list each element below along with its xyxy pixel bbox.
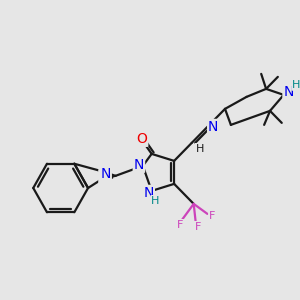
Text: S: S	[99, 170, 108, 184]
Text: N: N	[284, 85, 294, 99]
Text: N: N	[143, 186, 154, 200]
Text: H: H	[195, 144, 204, 154]
Text: N: N	[134, 158, 144, 172]
Text: N: N	[208, 120, 218, 134]
Text: F: F	[209, 211, 215, 221]
Text: F: F	[194, 222, 201, 232]
Text: H: H	[292, 80, 300, 90]
Text: N: N	[100, 167, 111, 181]
Text: H: H	[152, 196, 160, 206]
Text: F: F	[177, 220, 183, 230]
Text: O: O	[136, 132, 147, 146]
